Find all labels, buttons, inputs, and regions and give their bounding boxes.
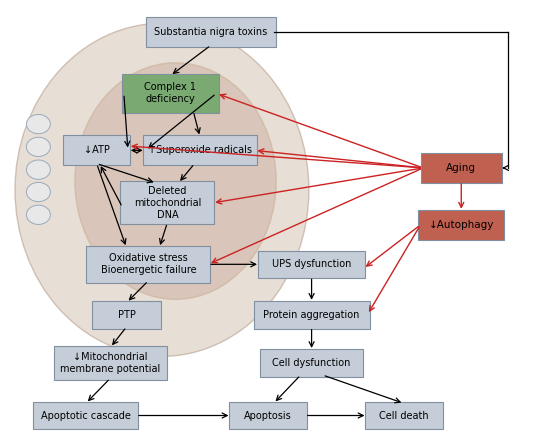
Circle shape — [26, 137, 50, 157]
FancyBboxPatch shape — [418, 210, 504, 240]
Circle shape — [26, 183, 50, 202]
Text: UPS dysfunction: UPS dysfunction — [272, 259, 351, 269]
Text: ↓Mitochondrial
membrane potential: ↓Mitochondrial membrane potential — [60, 352, 160, 374]
Text: Protein aggregation: Protein aggregation — [264, 310, 360, 320]
Text: ↓Autophagy: ↓Autophagy — [428, 220, 494, 230]
FancyBboxPatch shape — [143, 135, 257, 165]
Text: Apoptosis: Apoptosis — [244, 411, 292, 421]
FancyBboxPatch shape — [120, 182, 214, 224]
FancyBboxPatch shape — [365, 402, 443, 429]
Text: Cell dysfunction: Cell dysfunction — [272, 358, 351, 368]
Text: Cell death: Cell death — [379, 411, 429, 421]
Text: Substantia nigra toxins: Substantia nigra toxins — [154, 27, 267, 37]
FancyBboxPatch shape — [121, 74, 219, 113]
FancyBboxPatch shape — [260, 349, 363, 377]
Text: ↓ATP: ↓ATP — [84, 146, 109, 155]
FancyBboxPatch shape — [254, 301, 370, 329]
FancyBboxPatch shape — [86, 246, 211, 283]
FancyBboxPatch shape — [146, 17, 276, 47]
FancyBboxPatch shape — [92, 301, 161, 329]
Ellipse shape — [15, 23, 309, 356]
FancyBboxPatch shape — [421, 153, 502, 183]
FancyBboxPatch shape — [63, 135, 130, 165]
Ellipse shape — [75, 63, 276, 299]
FancyBboxPatch shape — [258, 250, 365, 278]
Text: ↑Superoxide radicals: ↑Superoxide radicals — [148, 146, 252, 155]
Text: Deleted
mitochondrial
DNA: Deleted mitochondrial DNA — [133, 186, 201, 220]
FancyBboxPatch shape — [229, 402, 307, 429]
Circle shape — [26, 205, 50, 224]
Text: PTP: PTP — [118, 310, 136, 320]
Circle shape — [26, 115, 50, 134]
Text: Complex 1
deficiency: Complex 1 deficiency — [144, 82, 196, 105]
Circle shape — [26, 160, 50, 179]
Text: Oxidative stress
Bioenergetic failure: Oxidative stress Bioenergetic failure — [101, 253, 196, 275]
FancyBboxPatch shape — [33, 402, 138, 429]
Text: Aging: Aging — [446, 163, 476, 173]
Text: Apoptotic cascade: Apoptotic cascade — [41, 411, 131, 421]
FancyBboxPatch shape — [54, 346, 167, 380]
